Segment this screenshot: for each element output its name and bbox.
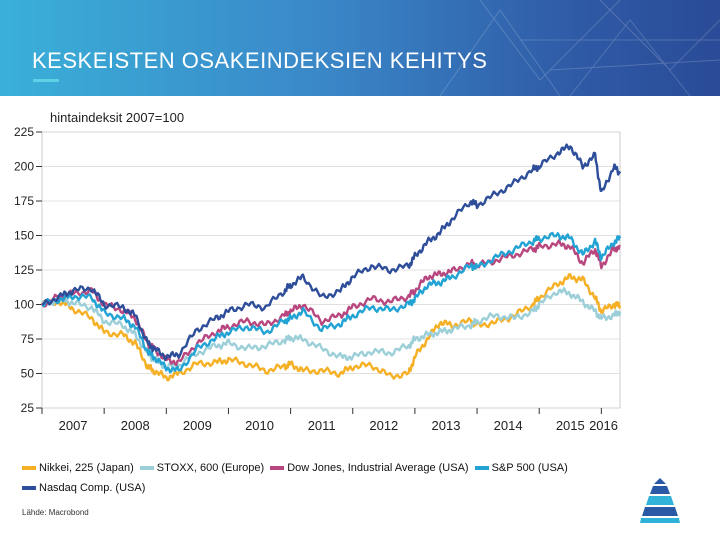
series-line-stoxx <box>41 287 622 370</box>
legend-label: Nikkei, 225 (Japan) <box>39 462 134 474</box>
series-line-nikkei <box>40 273 622 382</box>
x-tick-label: 2011 <box>308 418 336 433</box>
legend-row: Nasdaq Comp. (USA) <box>22 478 574 498</box>
y-tick-label: 150 <box>14 229 34 243</box>
y-tick-label: 225 <box>14 125 34 139</box>
source-note: Lähde: Macrobond <box>22 508 89 517</box>
chart-legend: Nikkei, 225 (Japan) STOXX, 600 (Europe) … <box>22 458 574 498</box>
legend-item-nasdaq: Nasdaq Comp. (USA) <box>22 482 145 494</box>
series-line-nasdaq <box>41 143 622 362</box>
x-tick-label: 2014 <box>494 418 523 433</box>
y-tick-label: 75 <box>21 332 35 346</box>
series-line-sp500 <box>41 231 622 374</box>
legend-item-stoxx: STOXX, 600 (Europe) <box>139 462 265 474</box>
x-tick-label: 2008 <box>121 418 150 433</box>
x-tick-label: 2007 <box>59 418 88 433</box>
x-tick-label: 2013 <box>432 418 461 433</box>
x-tick-label: 2009 <box>183 418 212 433</box>
legend-swatch <box>139 466 154 470</box>
x-tick-label: 2016 <box>589 418 618 433</box>
legend-label: Dow Jones, Industrial Average (USA) <box>287 462 469 474</box>
legend-label: Nasdaq Comp. (USA) <box>39 482 146 494</box>
legend-item-sp500: S&P 500 (USA) <box>474 462 568 474</box>
legend-label: S&P 500 (USA) <box>491 462 568 474</box>
y-tick-label: 25 <box>21 401 35 415</box>
y-tick-label: 125 <box>14 263 34 277</box>
legend-row: Nikkei, 225 (Japan) STOXX, 600 (Europe) … <box>22 458 574 478</box>
page-title: KESKEISTEN OSAKEINDEKSIEN KEHITYS <box>32 48 488 73</box>
x-tick-label: 2015 <box>556 418 585 433</box>
legend-item-nikkei: Nikkei, 225 (Japan) <box>22 462 134 474</box>
title-underline <box>33 79 59 82</box>
y-tick-label: 200 <box>14 160 34 174</box>
legend-swatch <box>270 466 285 470</box>
legend-label: STOXX, 600 (Europe) <box>156 462 265 474</box>
y-tick-label: 50 <box>21 367 35 381</box>
legend-swatch <box>22 466 36 470</box>
line-chart: 25 50 75 100 125 150 175 200 225 2007 2008 2009 2010… <box>14 125 622 433</box>
decorative-pattern <box>439 0 720 96</box>
legend-swatch <box>22 486 36 490</box>
y-tick-label: 100 <box>14 298 34 312</box>
chart-subtitle: hintaindeksit 2007=100 <box>50 110 185 125</box>
legend-item-dowjones: Dow Jones, Industrial Average (USA) <box>270 462 469 474</box>
x-tick-label: 2012 <box>369 418 398 433</box>
slide-header: KESKEISTEN OSAKEINDEKSIEN KEHITYS <box>0 0 720 96</box>
legend-swatch <box>474 466 489 470</box>
x-tick-label: 2010 <box>245 418 274 433</box>
brand-logo-icon <box>640 478 680 523</box>
series-line-dowjones <box>41 239 621 366</box>
y-tick-label: 175 <box>14 194 34 208</box>
